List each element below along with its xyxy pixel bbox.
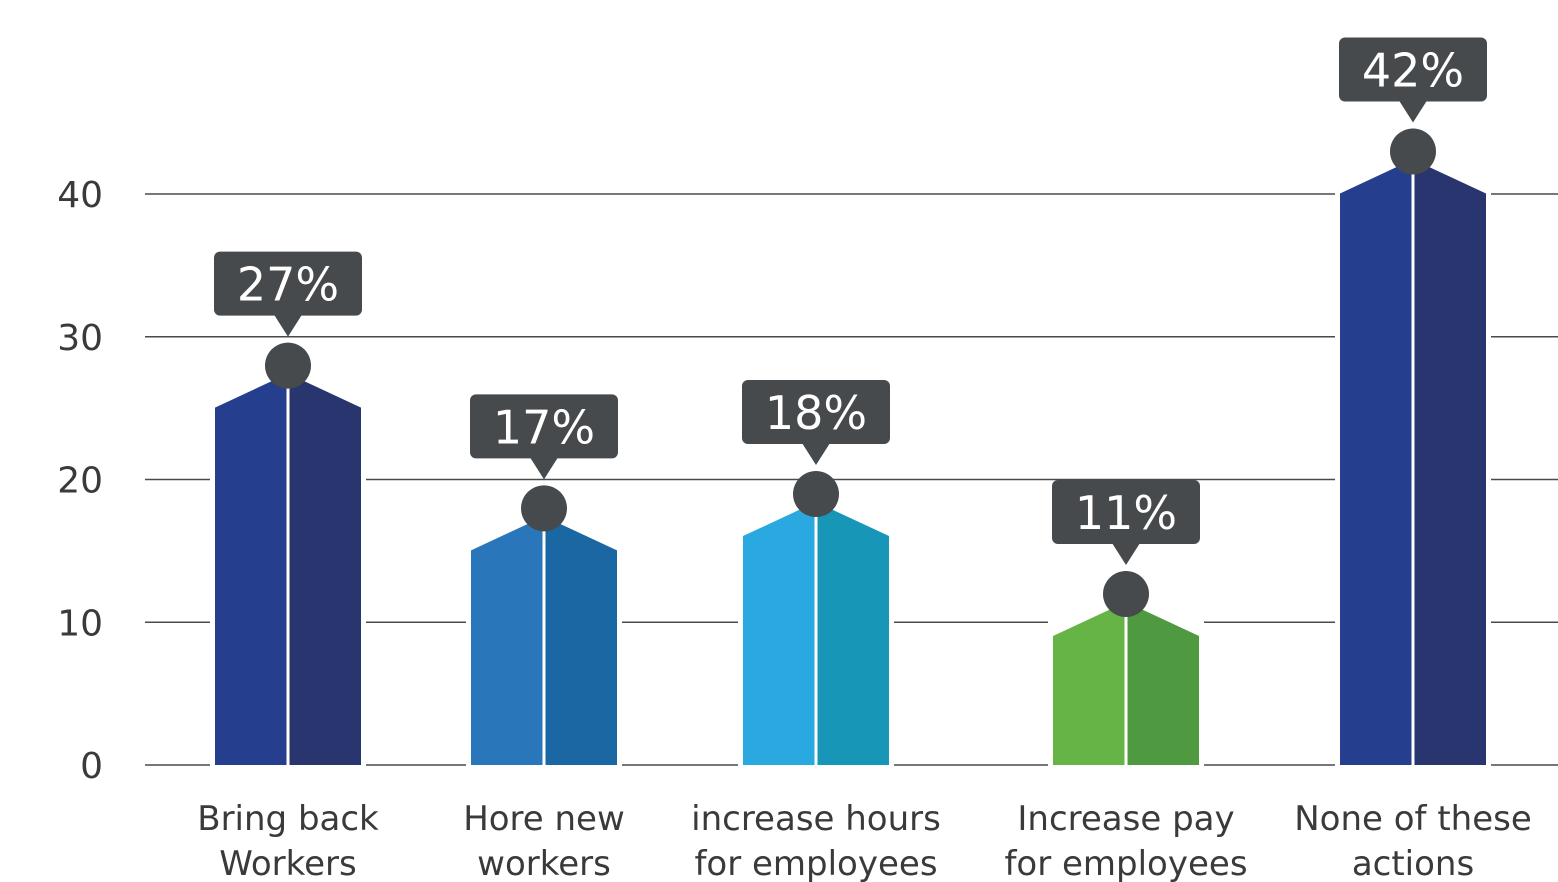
bars: 27% 17% 18% 11% 42% [214, 37, 1487, 765]
x-category-label: workers [477, 844, 611, 882]
bar-left-half [1340, 159, 1413, 765]
value-callout-box [1052, 479, 1200, 544]
bar-right-half [1413, 159, 1486, 765]
data-label: 11% [1075, 486, 1177, 540]
gridlines [145, 193, 1558, 766]
bar-left-half [743, 502, 816, 765]
x-axis-category-labels: Bring back Workers Hore new workers increase… [197, 799, 1532, 882]
y-tick-label: 10 [57, 603, 103, 644]
data-label: 17% [493, 400, 595, 454]
value-callout-pointer [802, 443, 830, 466]
x-category-label: Hore new [463, 799, 625, 839]
bar-left-half [215, 373, 288, 765]
value-callout-box [470, 394, 618, 459]
y-tick-label: 20 [57, 461, 103, 502]
bar-right-half [288, 373, 361, 765]
value-callout-box [742, 380, 890, 445]
value-callout-box [1339, 37, 1487, 102]
bar-left-half [1053, 601, 1126, 765]
bar-right-half [816, 502, 889, 765]
value-callout-pointer [530, 457, 558, 480]
y-tick-label: 30 [57, 318, 103, 359]
x-category-label: for employees [694, 844, 937, 882]
value-callout-pointer [274, 314, 302, 337]
bar-marker-dot [265, 342, 311, 389]
x-category-label: for employees [1004, 844, 1247, 882]
bar-group: 42% [1339, 37, 1487, 765]
x-category-label: increase hours [691, 799, 941, 839]
bar-right-half [1126, 601, 1199, 765]
bar-group: 18% [742, 380, 890, 765]
y-tick-label: 0 [80, 746, 103, 787]
bar-marker-dot [1103, 570, 1149, 617]
bar-group: 27% [214, 251, 362, 765]
data-label: 18% [765, 386, 867, 440]
bar-left-half [471, 516, 544, 765]
bar-group: 11% [1052, 479, 1200, 765]
bar-right-half [544, 516, 617, 765]
bar-marker-dot [521, 485, 567, 532]
bar-marker-dot [793, 471, 839, 518]
value-callout-box [214, 251, 362, 316]
x-category-label: None of these [1294, 799, 1532, 839]
bar-marker-dot [1390, 128, 1436, 175]
bar-group: 17% [470, 394, 618, 765]
y-tick-label: 40 [57, 175, 103, 216]
value-callout-pointer [1112, 542, 1140, 565]
x-category-label: Workers [219, 844, 357, 882]
data-label: 27% [237, 258, 339, 312]
value-callout-pointer [1399, 100, 1427, 123]
x-category-label: Increase pay [1017, 799, 1234, 839]
data-label: 42% [1362, 43, 1464, 97]
y-axis-tick-labels: 0 10 20 30 40 [57, 175, 103, 787]
x-category-label: actions [1352, 844, 1474, 882]
x-category-label: Bring back [197, 799, 379, 839]
